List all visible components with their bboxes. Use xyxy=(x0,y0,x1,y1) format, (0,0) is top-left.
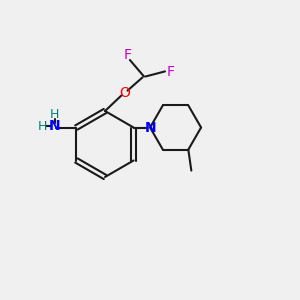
Text: N: N xyxy=(144,121,156,134)
Text: F: F xyxy=(167,65,174,79)
Text: N: N xyxy=(49,119,61,133)
Text: F: F xyxy=(124,48,131,62)
Text: O: O xyxy=(119,86,130,100)
Text: H: H xyxy=(50,108,59,122)
Text: H: H xyxy=(38,120,47,133)
